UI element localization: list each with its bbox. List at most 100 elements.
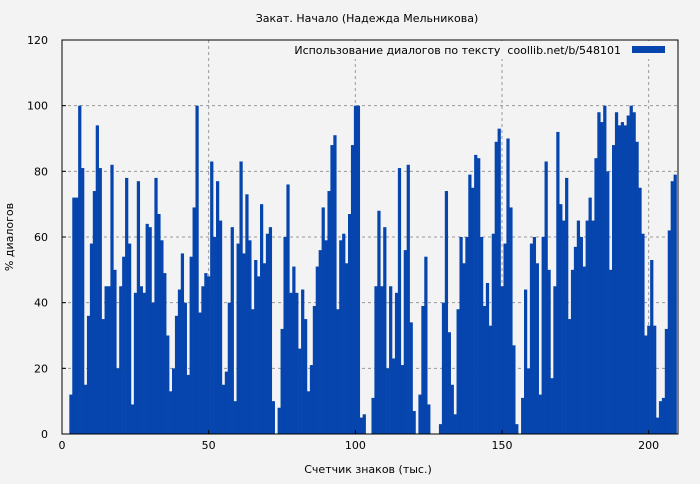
bar [568, 319, 572, 434]
bar [280, 328, 284, 434]
bar [306, 391, 311, 434]
bar [145, 223, 149, 434]
bar [139, 286, 143, 434]
bar [585, 220, 589, 434]
bar [304, 319, 308, 434]
bar [125, 177, 129, 434]
bar [424, 256, 428, 434]
bar [418, 394, 422, 434]
bar [626, 115, 630, 435]
bar [650, 259, 654, 434]
bar [526, 368, 531, 434]
bar [524, 289, 528, 434]
bar [582, 266, 586, 434]
bar [664, 328, 669, 434]
bar [474, 154, 478, 434]
bar [154, 177, 158, 434]
x-tick-label: 50 [202, 439, 216, 452]
bar [562, 220, 566, 434]
bar [157, 214, 161, 434]
bar [81, 168, 85, 435]
bar [597, 112, 601, 434]
bar [594, 158, 598, 434]
bar [195, 105, 199, 435]
bar [78, 105, 82, 435]
bar [573, 246, 578, 434]
bar [257, 276, 261, 434]
bar [327, 191, 331, 434]
bar [298, 348, 302, 434]
bar [262, 263, 267, 434]
bar [201, 286, 205, 434]
bar [538, 394, 542, 434]
bar [356, 105, 361, 435]
x-axis-label: Счетчик знаков (тыс.) [304, 463, 432, 476]
bar [438, 424, 443, 434]
bar [480, 237, 484, 434]
bar [119, 286, 123, 434]
bar [342, 233, 346, 434]
bar [177, 289, 182, 434]
bar [614, 112, 619, 434]
bar [84, 384, 88, 434]
bar [462, 263, 466, 434]
bar [107, 286, 111, 434]
bar [641, 233, 645, 434]
bar [383, 227, 387, 434]
bar [515, 424, 519, 434]
bar [389, 286, 393, 434]
bar [556, 131, 560, 434]
y-tick-label: 40 [34, 297, 48, 310]
bar [254, 259, 258, 434]
x-tick-label: 0 [59, 439, 66, 452]
bar [629, 105, 633, 435]
bar [336, 309, 340, 434]
bar [92, 191, 97, 434]
bar [207, 276, 211, 434]
bar [268, 227, 273, 434]
bar [72, 197, 76, 434]
bar [544, 161, 548, 434]
bar [169, 391, 173, 434]
bar [512, 345, 516, 434]
bar [412, 411, 416, 434]
bar [509, 207, 513, 434]
bar [444, 191, 449, 434]
bar [315, 266, 319, 434]
bar [427, 404, 431, 434]
bar [506, 138, 510, 434]
bar [251, 309, 255, 434]
y-tick-label: 60 [34, 231, 48, 244]
bar [312, 305, 317, 434]
bar [242, 253, 246, 434]
bar [673, 174, 677, 434]
bar [623, 125, 627, 434]
y-tick-label: 120 [27, 34, 48, 47]
bar [227, 302, 231, 434]
bar [221, 384, 226, 434]
bar [485, 282, 490, 434]
bar [362, 414, 366, 434]
bar [394, 292, 399, 434]
bar [136, 181, 141, 434]
bar [295, 292, 299, 434]
bar [547, 269, 551, 434]
bar [380, 286, 384, 434]
bar [386, 368, 390, 434]
bar [459, 237, 463, 434]
bar [406, 164, 410, 434]
bar [213, 237, 217, 434]
bar [521, 397, 525, 434]
bar [353, 105, 358, 435]
bar [130, 404, 135, 434]
y-axis-label: % диалогов [3, 203, 16, 271]
legend-background [305, 41, 675, 59]
bar [321, 207, 325, 434]
bar [230, 227, 234, 434]
bar [189, 256, 193, 434]
bar [69, 394, 73, 434]
bar [374, 286, 378, 434]
bar [453, 414, 457, 434]
bar [289, 292, 293, 434]
